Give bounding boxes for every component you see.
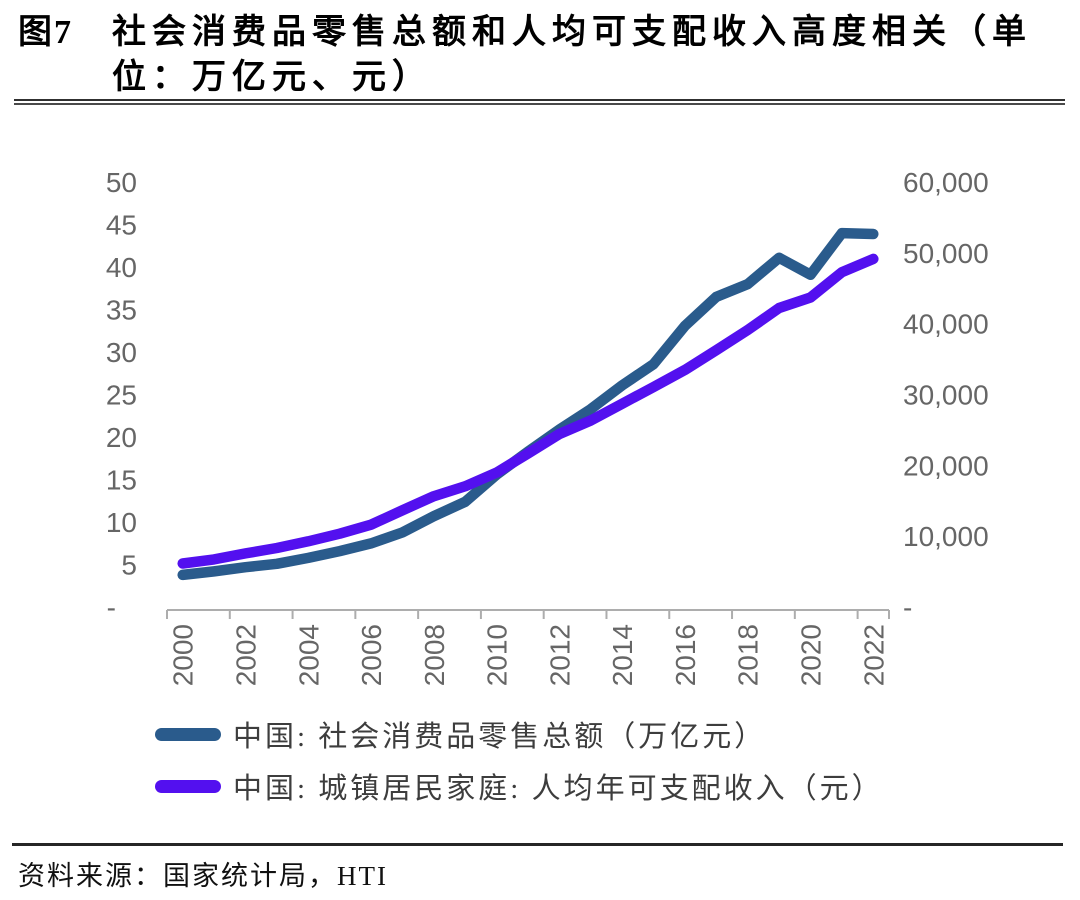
x-axis-tick-label: 2000 bbox=[168, 624, 199, 686]
figure-title-line1: 图7 社会消费品零售总额和人均可支配收入高度相关（单 bbox=[18, 10, 1068, 55]
figure-title-line2: 位：万亿元、元） bbox=[112, 59, 432, 96]
left-axis-tick-label: 50 bbox=[106, 167, 137, 198]
footer-divider-line bbox=[12, 843, 1063, 846]
left-axis-tick-label: 40 bbox=[106, 252, 137, 283]
left-axis-tick-label: 5 bbox=[121, 550, 137, 581]
x-axis-tick-label: 2008 bbox=[419, 624, 450, 686]
income-series-swatch-icon bbox=[155, 779, 221, 793]
retail-sales-line bbox=[177, 227, 879, 581]
x-axis-tick-label: 2022 bbox=[858, 624, 889, 686]
right-axis-tick-label: 10,000 bbox=[903, 521, 989, 552]
right-axis-tick-label: 40,000 bbox=[903, 309, 989, 340]
left-axis-tick-label: - bbox=[107, 592, 116, 623]
legend-item-retail: 中国: 社会消费品零售总额（万亿元） bbox=[155, 708, 884, 760]
legend-label-income: 中国: 城镇居民家庭: 人均年可支配收入（元） bbox=[233, 773, 884, 805]
left-axis-tick-label: 45 bbox=[106, 210, 137, 241]
x-axis-tick-label: 2016 bbox=[670, 624, 701, 686]
x-axis-tick-label: 2010 bbox=[482, 624, 513, 686]
data-source-note: 资料来源：国家统计局，HTI bbox=[18, 861, 388, 891]
x-axis-tick-label: 2006 bbox=[356, 624, 387, 686]
left-axis-tick-label: 25 bbox=[106, 380, 137, 411]
left-axis-tick-label: 20 bbox=[106, 422, 137, 453]
x-axis-tick-label: 2004 bbox=[293, 624, 324, 686]
left-axis-tick-label: 35 bbox=[106, 295, 137, 326]
x-axis-tick-label: 2018 bbox=[733, 624, 764, 686]
left-axis-tick-label: 30 bbox=[106, 337, 137, 368]
right-axis-tick-label: - bbox=[903, 592, 912, 623]
figure-number: 图7 bbox=[18, 14, 73, 51]
retail-series-swatch-icon bbox=[155, 727, 221, 741]
x-axis-tick-label: 2014 bbox=[607, 624, 638, 686]
x-axis-tick-label: 2020 bbox=[796, 624, 827, 686]
disposable-income-line bbox=[177, 253, 879, 569]
right-axis-tick-label: 50,000 bbox=[903, 238, 989, 269]
line-chart: 5045403530252015105-60,00050,00040,00030… bbox=[106, 167, 989, 686]
legend-item-income: 中国: 城镇居民家庭: 人均年可支配收入（元） bbox=[155, 760, 884, 812]
x-axis-tick-label: 2002 bbox=[230, 624, 261, 686]
right-axis-tick-label: 20,000 bbox=[903, 450, 989, 481]
right-axis-tick-label: 30,000 bbox=[903, 380, 989, 411]
right-axis-tick-label: 60,000 bbox=[903, 167, 989, 198]
legend-label-retail: 中国: 社会消费品零售总额（万亿元） bbox=[233, 721, 767, 753]
left-axis-tick-label: 15 bbox=[106, 465, 137, 496]
left-axis-tick-label: 10 bbox=[106, 507, 137, 538]
title-divider-line bbox=[14, 99, 1065, 105]
x-axis-tick-label: 2012 bbox=[544, 624, 575, 686]
figure-title: 图7 社会消费品零售总额和人均可支配收入高度相关（单 位：万亿元、元） bbox=[18, 10, 1068, 100]
chart-legend: 中国: 社会消费品零售总额（万亿元） 中国: 城镇居民家庭: 人均年可支配收入（… bbox=[155, 708, 884, 812]
figure-title-text: 社会消费品零售总额和人均可支配收入高度相关（单 bbox=[112, 14, 1032, 51]
